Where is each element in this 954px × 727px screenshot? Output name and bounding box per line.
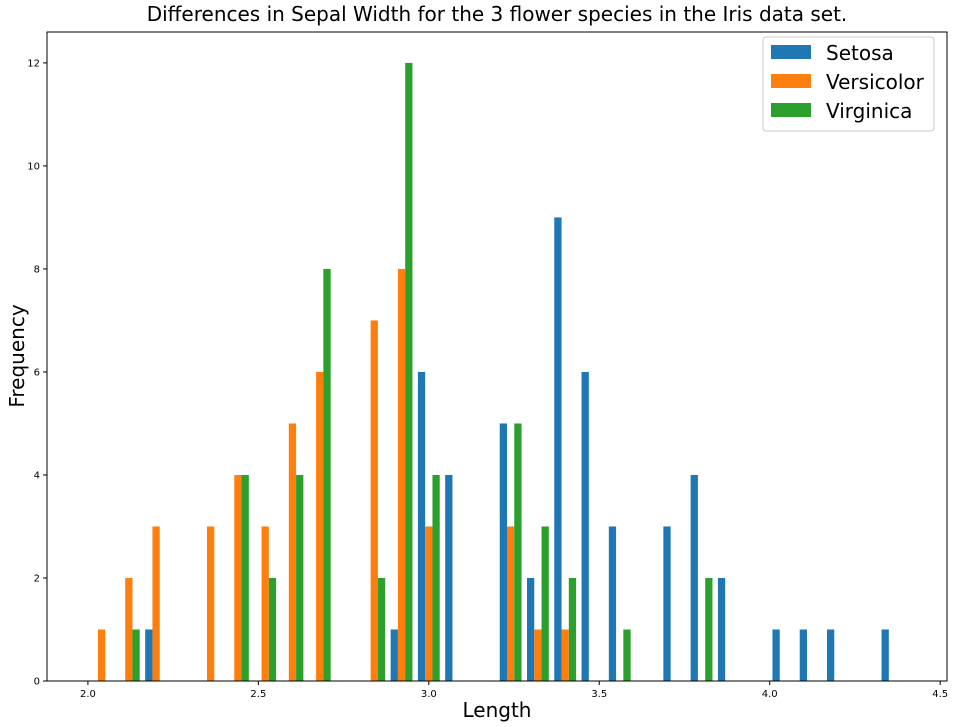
y-axis: 0 2 4 6 8 10 12 (27, 58, 47, 688)
bar-versicolor-10 (370, 320, 378, 681)
bar-versicolor-0 (97, 629, 106, 681)
bar-setosa-22 (690, 474, 698, 681)
bar-virginica-19 (623, 629, 631, 681)
x-tick-label: 4.0 (762, 689, 778, 700)
bar-setosa-13 (445, 474, 453, 681)
chart-title: Differences in Sepal Width for the 3 flo… (147, 2, 848, 26)
bar-virginica-5 (241, 474, 249, 681)
bar-virginica-1 (132, 629, 140, 681)
x-tick-label: 2.5 (250, 689, 266, 700)
x-axis: 2.0 2.5 3.0 3.5 4.0 4.5 (80, 681, 948, 700)
plot-frame (46, 31, 948, 682)
bar-setosa-11 (390, 629, 398, 681)
y-tick-label: 8 (34, 264, 40, 275)
bar-versicolor-1 (125, 577, 133, 681)
y-axis-label: Frequency (5, 304, 29, 407)
bar-setosa-12 (417, 371, 426, 681)
bar-versicolor-7 (288, 423, 297, 681)
y-tick-label: 6 (34, 367, 40, 378)
bar-versicolor-8 (316, 371, 324, 681)
bar-virginica-10 (377, 577, 386, 681)
bar-virginica-17 (568, 577, 577, 681)
legend-label-setosa: Setosa (826, 41, 894, 65)
legend-swatch-setosa (771, 45, 811, 59)
x-tick-label: 3.0 (421, 689, 437, 700)
bar-setosa-25 (772, 629, 780, 681)
bar-setosa-15 (499, 423, 507, 681)
bar-versicolor-6 (261, 526, 269, 681)
x-axis-label: Length (463, 698, 532, 722)
y-tick-label: 0 (34, 677, 40, 688)
y-tick-label: 2 (34, 573, 40, 584)
bar-setosa-19 (608, 526, 617, 681)
bar-virginica-12 (432, 474, 440, 681)
bar-setosa-26 (799, 629, 807, 681)
bar-virginica-16 (541, 526, 549, 681)
bar-virginica-7 (296, 474, 304, 681)
y-tick-label: 4 (34, 470, 40, 481)
bar-setosa-18 (581, 371, 589, 681)
x-tick-label: 4.5 (932, 689, 948, 700)
bar-virginica-6 (268, 577, 277, 681)
x-tick-label: 3.5 (591, 689, 607, 700)
bar-setosa-2 (145, 629, 153, 681)
bar-versicolor-17 (561, 629, 569, 681)
bar-versicolor-4 (207, 526, 215, 681)
y-tick-label: 10 (27, 161, 40, 172)
bar-virginica-15 (514, 423, 522, 681)
legend-swatch-virginica (771, 103, 811, 117)
y-tick-label: 12 (27, 58, 40, 69)
bar-versicolor-12 (425, 526, 433, 681)
bar-setosa-29 (881, 629, 889, 681)
bar-setosa-16 (527, 577, 535, 681)
bar-setosa-17 (554, 217, 562, 681)
bar-setosa-21 (663, 526, 671, 681)
bar-versicolor-2 (152, 526, 160, 681)
bar-virginica-22 (705, 577, 713, 681)
bar-versicolor-5 (234, 474, 242, 681)
bar-versicolor-15 (507, 526, 515, 681)
bar-setosa-23 (717, 577, 726, 681)
bar-versicolor-11 (397, 268, 406, 681)
legend-swatch-versicolor (771, 74, 811, 88)
bar-virginica-8 (323, 268, 331, 681)
x-tick-label: 2.0 (80, 689, 96, 700)
bars-layer (97, 62, 889, 681)
legend-label-virginica: Virginica (826, 99, 912, 123)
legend-label-versicolor: Versicolor (826, 70, 925, 94)
bar-setosa-27 (827, 629, 835, 681)
bar-versicolor-16 (534, 629, 542, 681)
bar-virginica-11 (405, 62, 413, 681)
legend: Setosa Versicolor Virginica (762, 36, 935, 132)
